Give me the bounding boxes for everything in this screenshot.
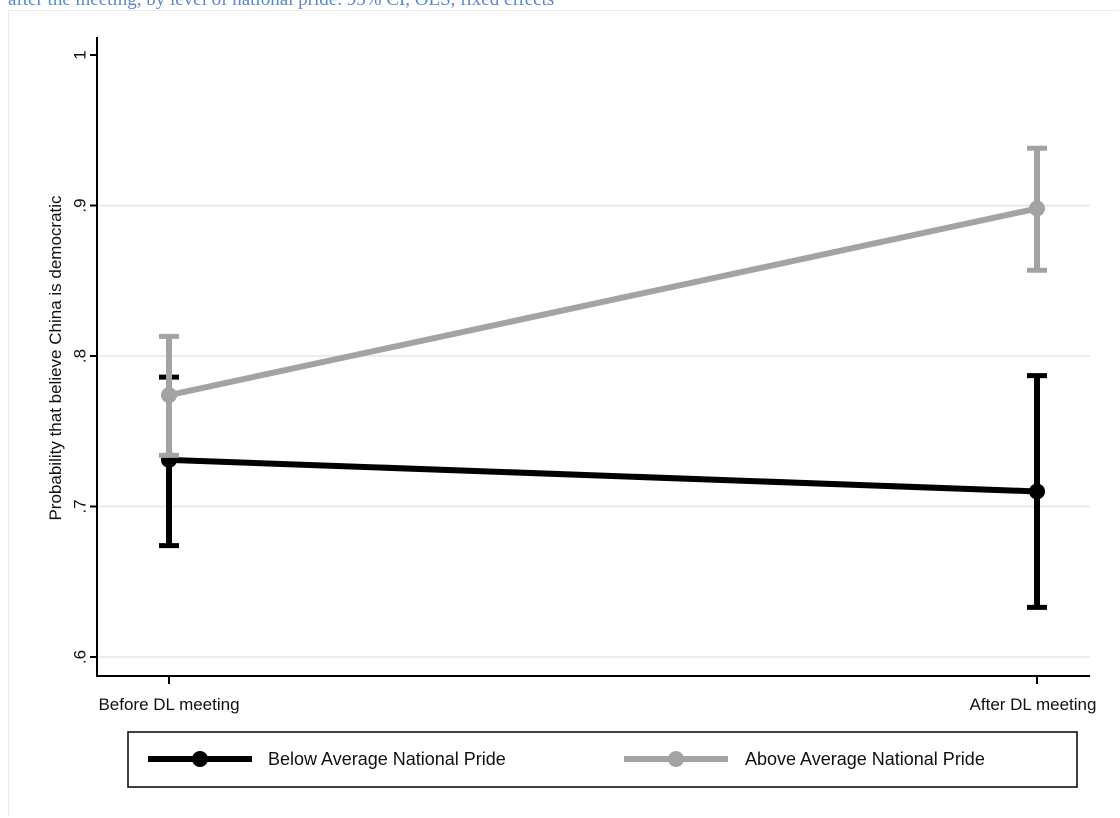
series-above-average (159, 145, 1047, 458)
legend-box (127, 731, 1078, 788)
y-tick-label: .8 (70, 349, 89, 363)
series-line (166, 205, 1040, 399)
legend-label: Above Average National Pride (745, 749, 985, 769)
legend-label: Below Average National Pride (268, 749, 506, 769)
y-tick-label: .7 (70, 499, 89, 513)
x-ticks: Before DL meeting After DL meeting (98, 676, 1096, 714)
series-line (166, 456, 1040, 495)
x-tick-label: Before DL meeting (98, 695, 239, 714)
figure-caption: after the meeting, by level of national … (0, 0, 1120, 12)
y-tick-label: .6 (70, 650, 89, 664)
chart-frame (8, 10, 1119, 817)
data-point (1029, 200, 1045, 217)
x-tick-label: After DL meeting (970, 695, 1097, 714)
y-tick-label: 1 (70, 50, 89, 59)
legend-swatch-marker (668, 751, 684, 767)
y-ticks: .6 .7 .8 .9 1 (70, 50, 97, 664)
y-axis-title: Probability that believe China is democr… (46, 195, 65, 521)
data-point (1029, 483, 1045, 500)
legend-item: Below Average National Pride (148, 749, 506, 769)
legend-item: Above Average National Pride (624, 749, 985, 769)
legend-swatch-marker (192, 751, 208, 767)
series-below-average (159, 373, 1047, 610)
series-layer (159, 145, 1047, 610)
legend: Below Average National Pride Above Averag… (127, 731, 1078, 788)
grid-layer (99, 204, 1090, 658)
legend-items: Below Average National Pride Above Averag… (148, 749, 985, 769)
data-point (161, 387, 177, 404)
y-tick-label: .9 (70, 198, 89, 212)
axes-layer (96, 37, 1090, 677)
